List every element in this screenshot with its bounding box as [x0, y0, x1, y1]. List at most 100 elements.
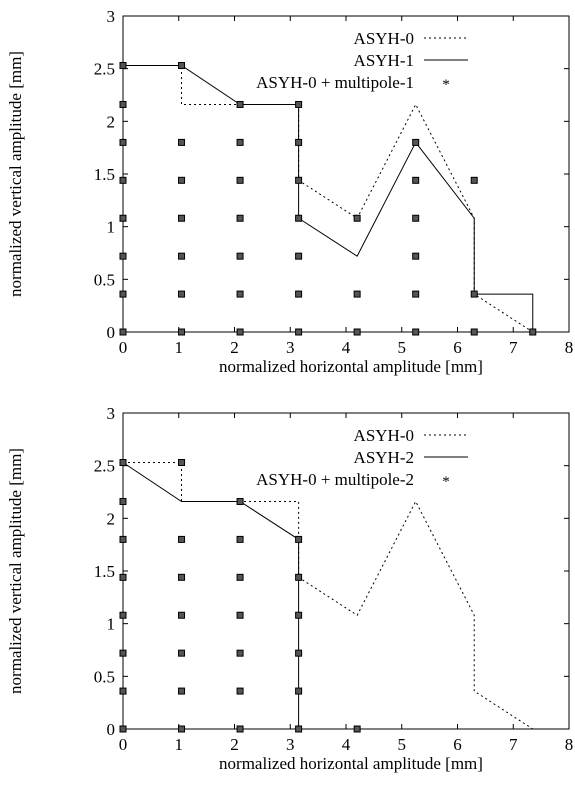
data-point: [178, 573, 186, 581]
plot-frame: [122, 15, 570, 333]
chart-bottom: 0 1 2 3 4 5 6 7 8 0 0.5 1 1.5 2 2.5 3 normalized horizon…: [0, 397, 575, 793]
data-point: [353, 328, 361, 336]
data-point: [119, 290, 127, 298]
x-axis-label: normalized horizontal amplitude [mm]: [219, 357, 483, 376]
legend-label: ASYH-2: [354, 448, 414, 467]
data-point: [470, 176, 478, 184]
x-tick-label: 7: [509, 338, 518, 357]
x-tick-label: 2: [230, 735, 239, 754]
data-point: [412, 328, 420, 336]
y-tick-label: 0: [107, 323, 116, 342]
plot-frame: [122, 412, 570, 730]
legend-label: ASYH-0 + multipole-1: [256, 73, 414, 92]
y-tick-label: 0: [107, 720, 116, 739]
y-tick-label: 2.5: [94, 457, 115, 476]
data-point: [119, 328, 127, 336]
data-point: [119, 62, 127, 70]
y-tick-label: 2: [107, 112, 116, 131]
data-point: [295, 573, 303, 581]
data-point: [119, 573, 127, 581]
data-point: [178, 611, 186, 619]
data-point: [236, 100, 244, 108]
legend-label: ASYH-1: [354, 51, 414, 70]
data-point: [295, 176, 303, 184]
data-point: [353, 214, 361, 222]
data-point: [236, 176, 244, 184]
data-point: [236, 214, 244, 222]
x-tick-label: 0: [119, 735, 128, 754]
data-point: [119, 611, 127, 619]
data-point: [178, 459, 186, 467]
data-point: [119, 214, 127, 222]
data-point: [119, 459, 127, 467]
series-line: [123, 65, 534, 333]
data-point: [178, 214, 186, 222]
series-line: [123, 462, 534, 730]
data-point: [178, 328, 186, 336]
data-point: [178, 252, 186, 260]
legend-point-marker: *: [442, 77, 450, 93]
legend-label: ASYH-0: [354, 426, 414, 445]
data-point: [236, 649, 244, 657]
data-point: [295, 252, 303, 260]
x-tick-label: 1: [175, 735, 184, 754]
x-tick-label: 1: [175, 338, 184, 357]
y-tick-label: 3: [107, 404, 116, 423]
x-tick-label: 3: [286, 735, 295, 754]
data-point: [295, 328, 303, 336]
data-point: [119, 176, 127, 184]
data-point: [295, 100, 303, 108]
data-point: [178, 725, 186, 733]
data-point: [236, 138, 244, 146]
data-point: [178, 649, 186, 657]
x-tick-label: 5: [398, 338, 407, 357]
legend-point-marker: *: [442, 474, 450, 490]
data-point: [236, 497, 244, 505]
data-point: [353, 290, 361, 298]
x-tick-label: 8: [565, 735, 574, 754]
x-tick-label: 3: [286, 338, 295, 357]
y-tick-label: 1: [107, 615, 116, 634]
data-point: [470, 290, 478, 298]
series-line: [123, 65, 534, 332]
x-tick-label: 7: [509, 735, 518, 754]
data-point: [236, 328, 244, 336]
x-tick-label: 0: [119, 338, 128, 357]
x-tick-label: 4: [342, 735, 351, 754]
x-tick-label: 6: [453, 338, 462, 357]
data-point: [295, 649, 303, 657]
data-point: [412, 252, 420, 260]
data-point: [412, 214, 420, 222]
data-point: [236, 573, 244, 581]
data-point: [236, 535, 244, 543]
data-point: [529, 328, 537, 336]
data-point: [295, 290, 303, 298]
y-tick-label: 1.5: [94, 165, 115, 184]
data-point: [236, 687, 244, 695]
data-point: [236, 725, 244, 733]
x-tick-label: 6: [453, 735, 462, 754]
data-point: [470, 328, 478, 336]
data-point: [119, 725, 127, 733]
data-point: [178, 687, 186, 695]
data-point: [412, 290, 420, 298]
data-point: [412, 176, 420, 184]
data-point: [295, 138, 303, 146]
x-tick-label: 4: [342, 338, 351, 357]
x-tick-label: 5: [398, 735, 407, 754]
series-line: [122, 462, 300, 729]
y-tick-label: 2: [107, 509, 116, 528]
data-point: [295, 214, 303, 222]
y-tick-label: 3: [107, 7, 116, 26]
x-axis-label: normalized horizontal amplitude [mm]: [219, 754, 483, 773]
data-point: [178, 535, 186, 543]
y-tick-label: 1.5: [94, 562, 115, 581]
data-point: [119, 649, 127, 657]
data-point: [119, 252, 127, 260]
y-tick-label: 2.5: [94, 60, 115, 79]
data-point: [236, 290, 244, 298]
x-tick-label: 2: [230, 338, 239, 357]
data-point: [119, 687, 127, 695]
data-point: [236, 252, 244, 260]
